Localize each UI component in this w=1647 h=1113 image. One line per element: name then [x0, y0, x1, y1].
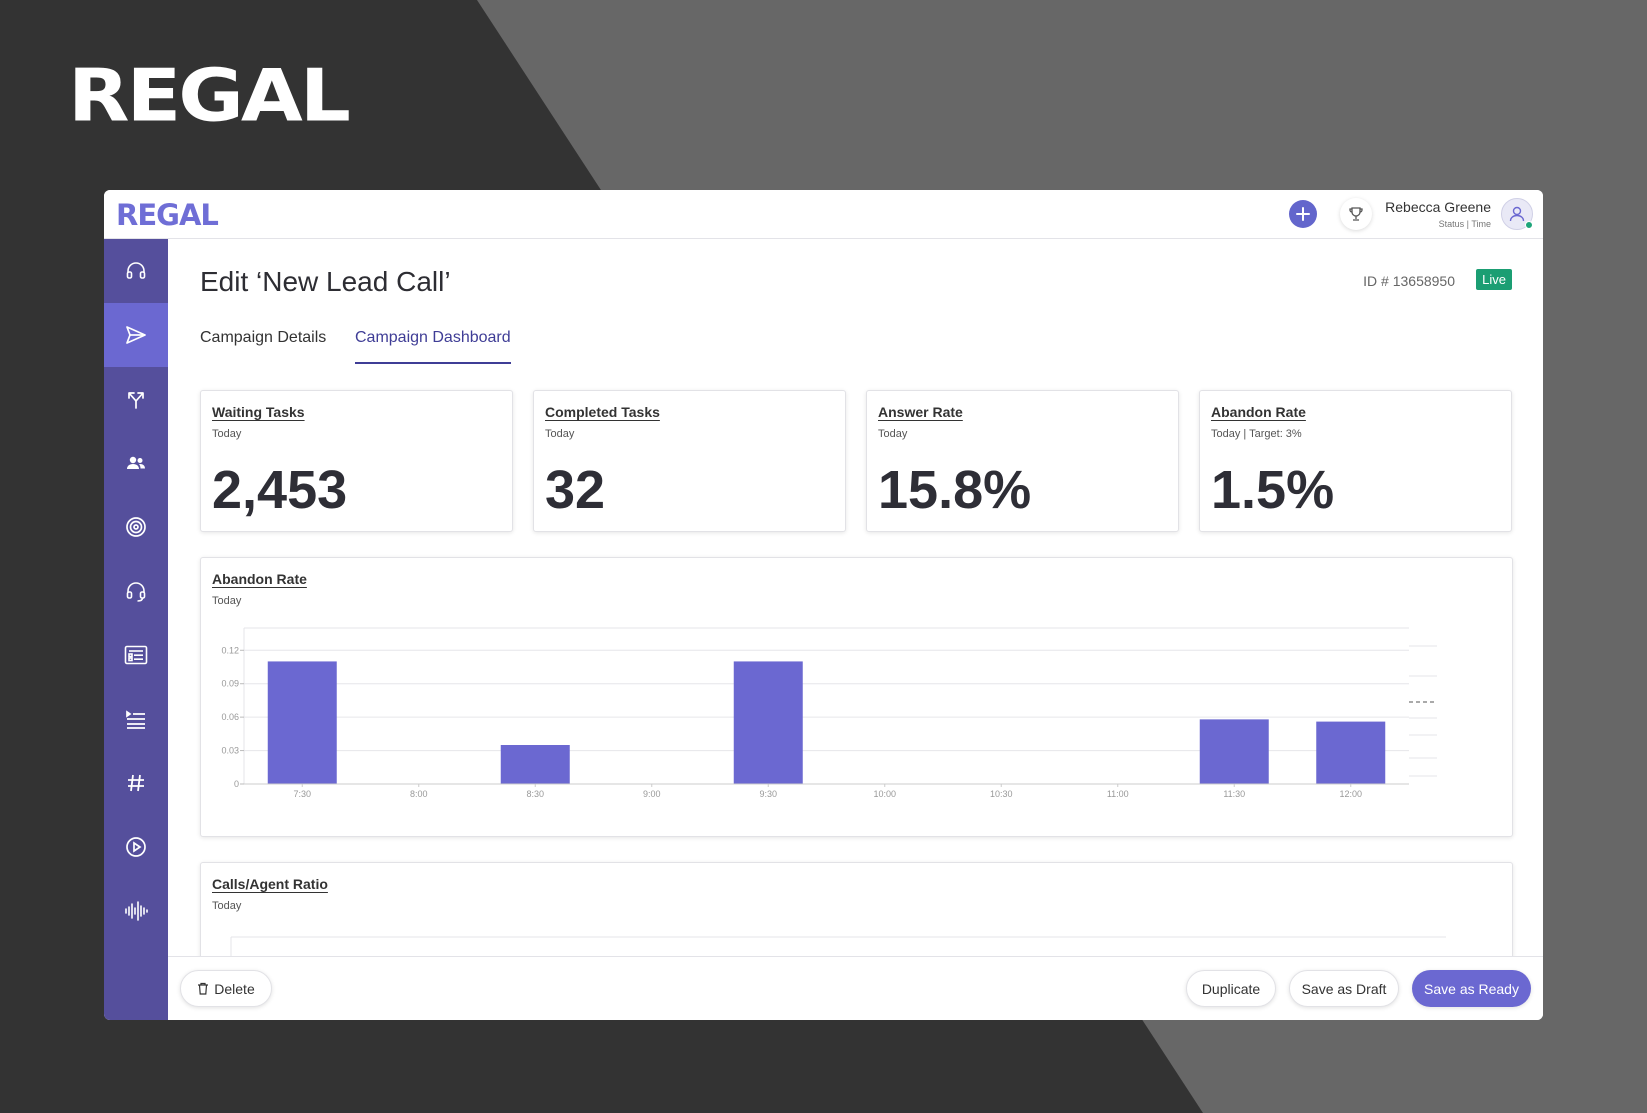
- stat-card-waiting-tasks: Waiting Tasks Today 2,453: [200, 390, 513, 532]
- hash-icon: [128, 774, 144, 792]
- sidebar-item-profiles[interactable]: [104, 623, 168, 687]
- sidebar-item-campaigns[interactable]: [104, 303, 168, 367]
- sidebar-item-channels[interactable]: [104, 751, 168, 815]
- list-icon: [126, 710, 145, 729]
- waveform-icon: [125, 901, 148, 921]
- x-tick-label: 7:30: [293, 789, 311, 799]
- sidebar-item-targeting[interactable]: [104, 495, 168, 559]
- y-tick-label: 0: [234, 779, 239, 789]
- stat-subtitle: Today: [212, 428, 242, 440]
- stat-subtitle: Today: [545, 428, 575, 440]
- chart-bar: [733, 661, 803, 784]
- stat-value: 1.5%: [1211, 460, 1335, 520]
- abandon-rate-chart: 0 0.03 0.06 0.09 0.12 7:30 8:00 8:30 9:00 9:30 10:…: [221, 627, 1437, 799]
- plus-icon: [1296, 207, 1310, 221]
- stat-card-abandon-rate: Abandon Rate Today | Target: 3% 1.5%: [1199, 390, 1512, 532]
- stat-subtitle: Today: [878, 428, 908, 440]
- save-as-ready-button[interactable]: Save as Ready: [1412, 970, 1531, 1007]
- play-circle-icon: [126, 837, 146, 857]
- trophy-icon: [1349, 207, 1363, 221]
- app-window: REGAL Rebecca Greene Status | Time: [104, 190, 1543, 1020]
- stat-card-completed-tasks: Completed Tasks Today 32: [533, 390, 846, 532]
- tab-campaign-details[interactable]: Campaign Details: [200, 329, 327, 346]
- stat-title[interactable]: Answer Rate: [878, 404, 963, 420]
- chart-bar: [1316, 721, 1386, 784]
- people-icon: [127, 456, 145, 469]
- split-arrows-icon: [128, 392, 144, 409]
- x-tick-label: 9:30: [759, 789, 777, 799]
- chart-title[interactable]: Abandon Rate: [212, 571, 307, 587]
- id-card-icon: [124, 645, 148, 665]
- target-icon: [126, 517, 146, 537]
- chart-bar: [500, 745, 570, 784]
- top-bar: REGAL Rebecca Greene Status | Time: [104, 190, 1543, 239]
- sidebar-item-voice[interactable]: [104, 879, 168, 943]
- y-tick-label: 0.03: [221, 746, 239, 756]
- tab-campaign-dashboard[interactable]: Campaign Dashboard: [355, 329, 511, 364]
- headset-icon: [126, 262, 146, 279]
- add-button[interactable]: [1289, 200, 1317, 228]
- x-tick-label: 8:30: [526, 789, 544, 799]
- trash-icon: [198, 982, 209, 995]
- chart-subtitle: Today: [212, 595, 242, 607]
- avatar[interactable]: [1501, 198, 1533, 230]
- sidebar-item-recordings[interactable]: [104, 815, 168, 879]
- stat-value: 2,453: [212, 460, 348, 520]
- x-tick-label: 8:00: [410, 789, 428, 799]
- delete-button[interactable]: Delete: [180, 970, 272, 1007]
- x-tick-label: 10:00: [873, 789, 896, 799]
- send-icon: [126, 326, 146, 344]
- stat-title[interactable]: Abandon Rate: [1211, 404, 1306, 420]
- x-tick-label: 9:00: [643, 789, 661, 799]
- main-content: Edit ‘New Lead Call’ ID # 13658950 Live …: [168, 239, 1543, 1020]
- online-status-dot: [1525, 221, 1533, 229]
- stat-card-answer-rate: Answer Rate Today 15.8%: [866, 390, 1179, 532]
- chart-bar: [267, 661, 337, 784]
- sidebar-item-journeys[interactable]: [104, 367, 168, 431]
- stat-title[interactable]: Completed Tasks: [545, 404, 660, 420]
- x-tick-label: 11:30: [1223, 789, 1245, 799]
- status-badge: Live: [1476, 269, 1512, 290]
- y-tick-label: 0.09: [221, 679, 239, 689]
- y-tick-label: 0.06: [221, 712, 239, 722]
- y-tick-label: 0.12: [221, 645, 239, 655]
- stat-value: 15.8%: [878, 460, 1032, 520]
- stat-subtitle: Today | Target: 3%: [1211, 428, 1302, 440]
- save-as-draft-button[interactable]: Save as Draft: [1289, 970, 1399, 1007]
- duplicate-button[interactable]: Duplicate: [1186, 970, 1276, 1007]
- sidebar-item-lists[interactable]: [104, 687, 168, 751]
- chart-title[interactable]: Calls/Agent Ratio: [212, 876, 328, 892]
- chart-bar: [1199, 719, 1269, 784]
- stat-title[interactable]: Waiting Tasks: [212, 404, 305, 420]
- campaign-id: ID # 13658950: [1363, 273, 1455, 289]
- user-name[interactable]: Rebecca Greene: [1385, 199, 1491, 215]
- x-tick-label: 11:00: [1107, 789, 1129, 799]
- sidebar-item-contacts[interactable]: [104, 431, 168, 495]
- brand-logo: REGAL: [68, 53, 351, 138]
- trophy-button[interactable]: [1340, 198, 1372, 230]
- user-status: Status | Time: [1438, 219, 1491, 229]
- sidebar-item-agent[interactable]: [104, 239, 168, 303]
- x-tick-label: 12:00: [1339, 789, 1362, 799]
- headset-loop-icon: [126, 582, 146, 602]
- sidebar: [104, 239, 168, 1020]
- x-tick-label: 10:30: [990, 789, 1013, 799]
- app-logo[interactable]: REGAL: [116, 198, 219, 232]
- footer-bar: Delete Duplicate Save as Draft Save as R…: [168, 956, 1543, 1020]
- abandon-rate-chart-card: Abandon Rate Today 0 0.03 0.06 0.09 0.12 7:30…: [200, 557, 1513, 837]
- user-icon: [1509, 206, 1525, 222]
- sidebar-item-live-agents[interactable]: [104, 559, 168, 623]
- delete-label: Delete: [214, 980, 255, 997]
- page-title: Edit ‘New Lead Call’: [200, 266, 451, 297]
- chart-subtitle: Today: [212, 900, 242, 912]
- stat-value: 32: [545, 460, 606, 520]
